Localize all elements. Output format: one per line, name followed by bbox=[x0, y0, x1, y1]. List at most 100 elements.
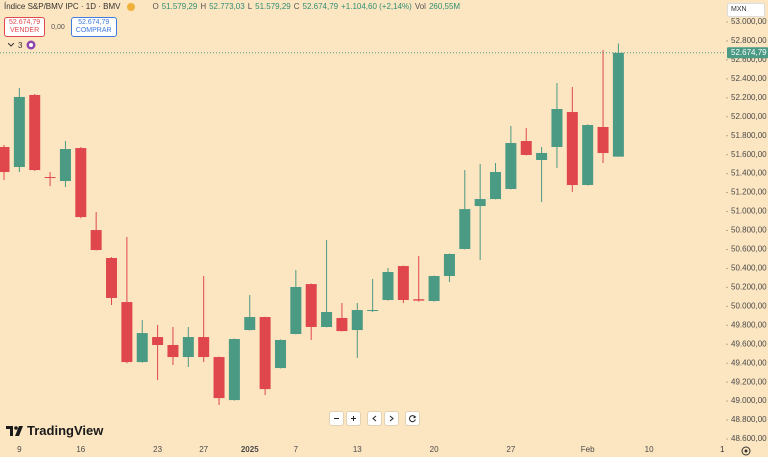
candle-body bbox=[59, 148, 71, 182]
indicators-toggle[interactable]: 3 bbox=[8, 40, 36, 50]
candle-body bbox=[106, 257, 118, 298]
ohlc-value: 52.773,03 bbox=[209, 2, 245, 11]
candle-body bbox=[443, 254, 455, 276]
candle-body bbox=[182, 337, 194, 358]
y-tick-label: 49.600,00 bbox=[731, 339, 767, 348]
buy-price: 52.674,79 bbox=[78, 19, 110, 26]
candle-body bbox=[0, 147, 10, 173]
candle-body bbox=[213, 357, 225, 399]
settings-icon[interactable] bbox=[740, 445, 752, 457]
x-tick-label: 27 bbox=[506, 445, 515, 454]
trade-panel: 52.674,79 VENDER 0,00 52.674,79 COMPRAR bbox=[4, 17, 117, 37]
y-tick-label: 48.600,00 bbox=[731, 434, 767, 443]
ohlc-label: L bbox=[247, 2, 253, 11]
y-tick-label: 52.600,00 bbox=[731, 55, 767, 64]
candle-body bbox=[321, 312, 333, 327]
y-tick-label: 53.000,00 bbox=[731, 17, 767, 26]
minus-icon bbox=[334, 418, 339, 419]
candle-body bbox=[305, 284, 317, 327]
candle-body bbox=[228, 339, 240, 401]
last-price-label: 52.674,79 bbox=[731, 48, 767, 57]
buy-button[interactable]: 52.674,79 COMPRAR bbox=[70, 17, 117, 37]
candle-body bbox=[75, 148, 87, 218]
y-tick-label: 52.400,00 bbox=[731, 74, 767, 83]
x-tick-label: 23 bbox=[153, 445, 162, 454]
sell-label: VENDER bbox=[9, 27, 40, 34]
reset-icon bbox=[409, 415, 417, 423]
currency-box[interactable]: MXN bbox=[727, 3, 765, 17]
candle-body bbox=[505, 143, 517, 189]
candle-body bbox=[90, 230, 102, 251]
y-tick-label: 51.400,00 bbox=[731, 169, 767, 178]
logo-text: TradingView bbox=[27, 423, 104, 438]
chevron-icon bbox=[8, 43, 14, 47]
indicators-count: 3 bbox=[18, 40, 23, 50]
y-tick-label: 51.800,00 bbox=[731, 131, 767, 140]
y-tick-label: 52.800,00 bbox=[731, 36, 767, 45]
y-tick-label: 52.200,00 bbox=[731, 93, 767, 102]
zoom-in-button[interactable] bbox=[346, 411, 361, 426]
y-tick-label: 49.400,00 bbox=[731, 358, 767, 367]
time-button[interactable]: 1 bbox=[720, 445, 724, 454]
y-tick-label: 51.600,00 bbox=[731, 150, 767, 159]
candle-body bbox=[428, 275, 440, 302]
volume: 260,55M bbox=[428, 2, 461, 11]
last-price-tag bbox=[727, 47, 768, 59]
y-tick-label: 50.600,00 bbox=[731, 245, 767, 254]
y-tick-label: 51.200,00 bbox=[731, 188, 767, 197]
candle-body bbox=[413, 299, 425, 301]
candle-body bbox=[474, 199, 486, 207]
candle-body bbox=[582, 125, 594, 186]
x-tick-label: Feb bbox=[581, 445, 595, 454]
x-tick-label: 20 bbox=[430, 445, 439, 454]
candle-body bbox=[274, 339, 286, 369]
candle-body bbox=[367, 310, 379, 312]
y-tick-label: 50.400,00 bbox=[731, 264, 767, 273]
ohlc-value: 51.579,29 bbox=[161, 2, 198, 11]
sell-price: 52.674,79 bbox=[9, 19, 41, 26]
candle-body bbox=[44, 177, 56, 179]
zoom-out-button[interactable] bbox=[329, 411, 344, 426]
ohlc-label: O bbox=[152, 2, 159, 11]
candle-body bbox=[13, 96, 25, 168]
candle-body bbox=[121, 302, 133, 363]
currency: MXN bbox=[731, 6, 747, 13]
candle-body bbox=[351, 310, 363, 331]
candle-body bbox=[566, 112, 578, 186]
candle-body bbox=[382, 272, 394, 300]
candle-body bbox=[259, 317, 271, 390]
indicator-icon bbox=[26, 40, 36, 50]
change: +1.104,60 (+2,14%) bbox=[341, 2, 412, 11]
candle-body bbox=[29, 94, 41, 171]
scroll-left-button[interactable] bbox=[367, 411, 382, 426]
reset-button[interactable] bbox=[405, 411, 420, 426]
scroll-right-button[interactable] bbox=[384, 411, 399, 426]
candle-body bbox=[490, 172, 502, 200]
y-tick-label: 49.800,00 bbox=[731, 320, 767, 329]
x-tick-label: 27 bbox=[199, 445, 208, 454]
symbol: Índice S&P/BMV IPC · 1D · BMV bbox=[4, 2, 121, 11]
y-tick-label: 49.200,00 bbox=[731, 377, 767, 386]
candle-body bbox=[520, 141, 532, 155]
candle-body bbox=[397, 266, 409, 300]
right-icon bbox=[389, 415, 394, 422]
y-tick-label: 51.000,00 bbox=[731, 207, 767, 216]
ohlc-label: C bbox=[293, 2, 300, 11]
x-tick-label: 9 bbox=[17, 445, 22, 454]
logo-icon bbox=[6, 425, 23, 436]
spread: 0,00 bbox=[51, 23, 65, 31]
x-tick-label: 2025 bbox=[241, 445, 259, 454]
candle-body bbox=[336, 317, 348, 332]
market-status-icon bbox=[127, 2, 136, 11]
logo: TradingView bbox=[6, 423, 103, 438]
ohlc-label: H bbox=[200, 2, 207, 11]
buy-label: COMPRAR bbox=[75, 27, 112, 34]
candle-body bbox=[152, 337, 164, 345]
x-tick-label: 7 bbox=[294, 445, 299, 454]
candle-body bbox=[612, 52, 624, 157]
ohlc-value: 51.579,29 bbox=[255, 2, 291, 11]
sell-button[interactable]: 52.674,79 VENDER bbox=[4, 17, 46, 37]
volume-label: Vol bbox=[414, 2, 426, 11]
